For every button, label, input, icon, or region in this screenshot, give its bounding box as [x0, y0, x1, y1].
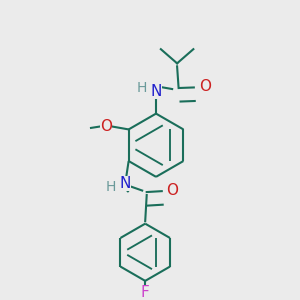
- Text: H: H: [106, 180, 116, 194]
- Text: F: F: [141, 285, 150, 300]
- Text: H: H: [136, 81, 147, 95]
- Text: O: O: [199, 79, 211, 94]
- Text: N: N: [120, 176, 131, 191]
- Text: N: N: [150, 83, 162, 98]
- Text: O: O: [166, 183, 178, 198]
- Text: O: O: [100, 119, 112, 134]
